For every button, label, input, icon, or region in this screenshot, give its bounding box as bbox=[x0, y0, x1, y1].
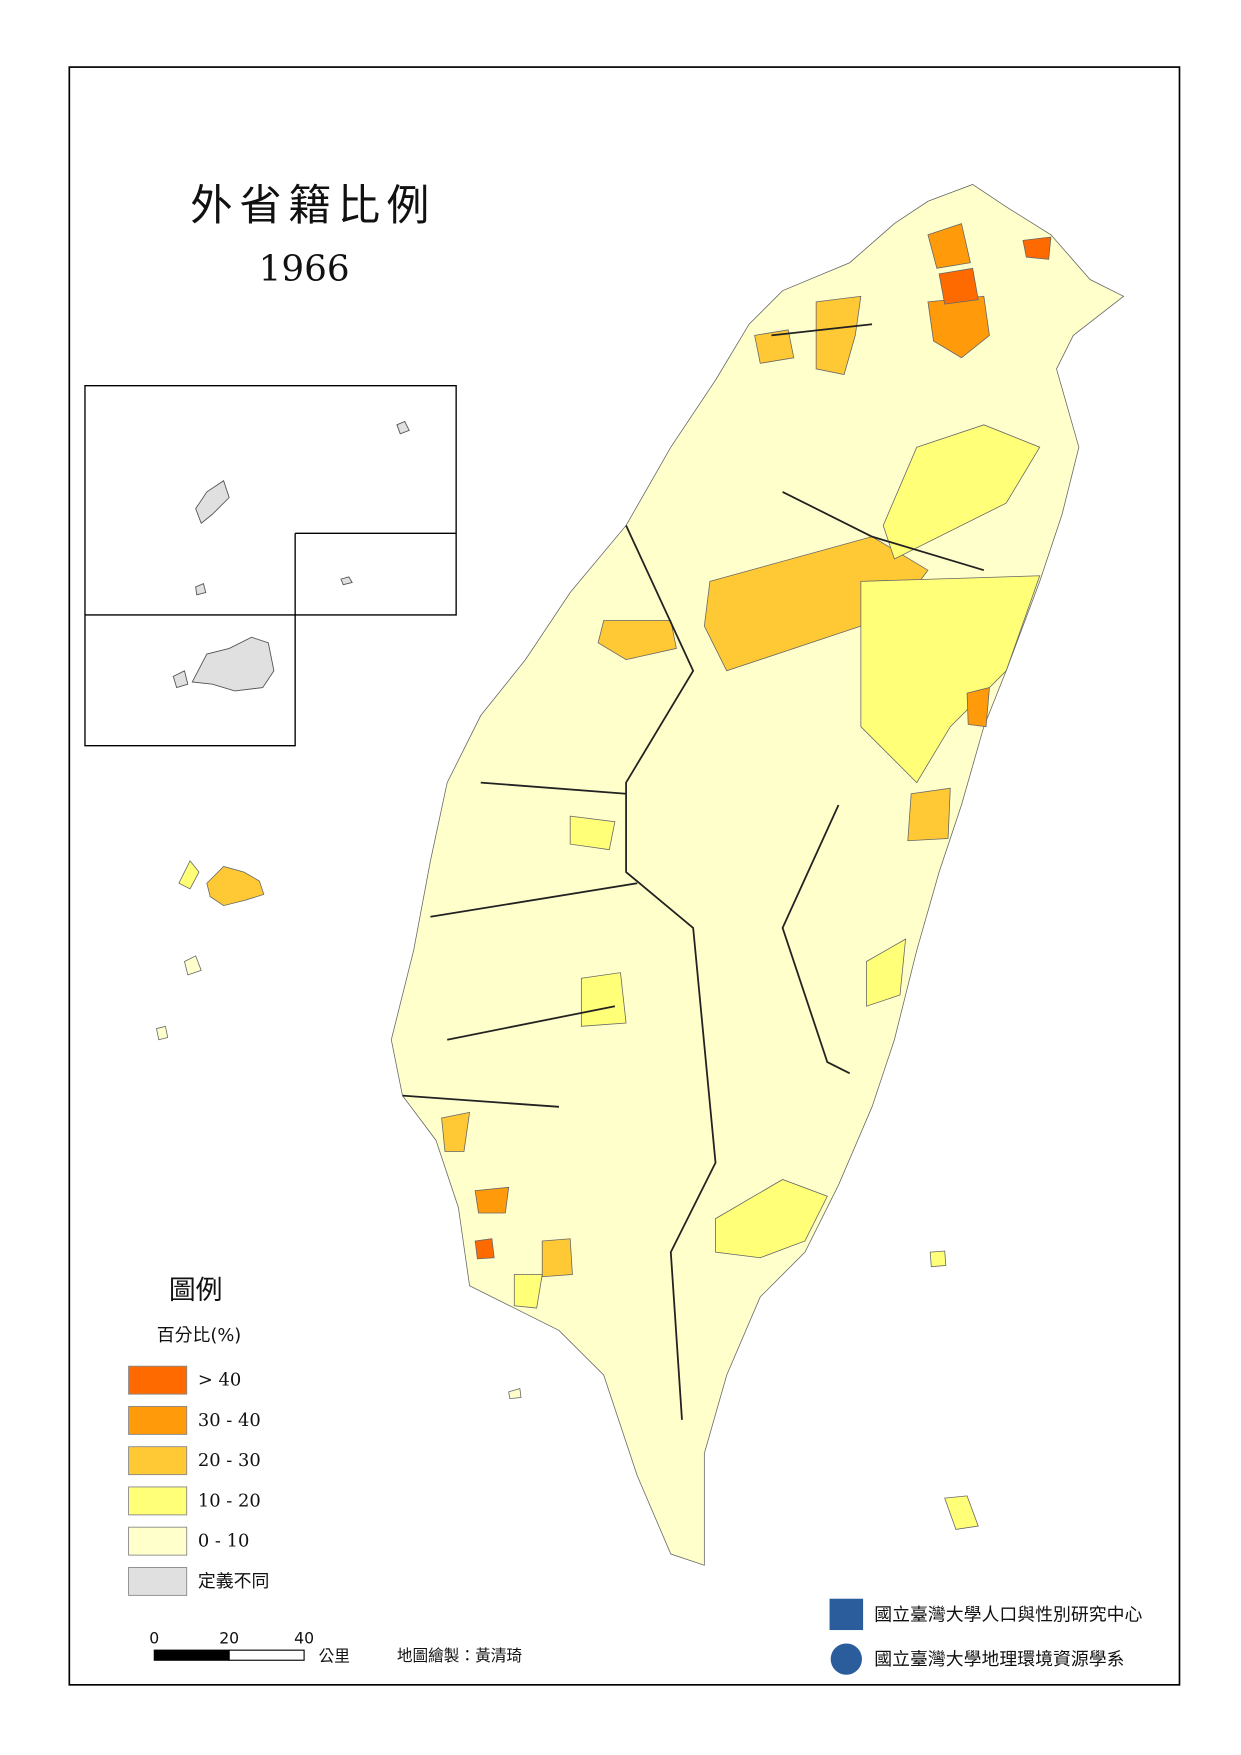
scale-tick-label: 0 bbox=[149, 1628, 159, 1647]
legend-title: 圖例 bbox=[169, 1275, 223, 1306]
scale-segment bbox=[153, 1649, 230, 1661]
inset-frames bbox=[84, 385, 457, 747]
legend-swatch bbox=[128, 1526, 188, 1556]
scale-unit: 公里 bbox=[319, 1646, 350, 1665]
scale-tick-label: 40 bbox=[294, 1628, 314, 1647]
scale-segment bbox=[228, 1649, 305, 1661]
offshore-islands bbox=[508, 1250, 979, 1530]
legend-label: 10 - 20 bbox=[198, 1490, 261, 1511]
scale-tick-label: 20 bbox=[219, 1628, 239, 1647]
map-layout: 外省籍比例 1966 bbox=[68, 66, 1181, 1686]
legend-unit: 百分比(%) bbox=[157, 1325, 242, 1346]
legend-label: > 40 bbox=[198, 1370, 241, 1391]
legend-label: 定義不同 bbox=[198, 1571, 269, 1592]
taiwan-island bbox=[390, 184, 1125, 1566]
institution: 國立臺灣大學人口與性別研究中心 bbox=[874, 1605, 1142, 1626]
legend-label: 20 - 30 bbox=[198, 1450, 261, 1471]
legend-swatch bbox=[128, 1446, 188, 1476]
legend-swatch bbox=[128, 1365, 188, 1395]
logo bbox=[829, 1598, 864, 1631]
legend-swatch bbox=[128, 1486, 188, 1516]
map-title: 外省籍比例 bbox=[190, 182, 436, 231]
legend-swatch bbox=[128, 1405, 188, 1435]
penghu-islands bbox=[156, 860, 265, 1041]
map-year: 1966 bbox=[259, 249, 350, 290]
logos bbox=[829, 1598, 864, 1675]
scale-labels: 0 20 40 bbox=[149, 1628, 314, 1647]
logo bbox=[830, 1643, 862, 1675]
scale-bar bbox=[153, 1649, 305, 1661]
institution: 國立臺灣大學地理環境資源學系 bbox=[874, 1649, 1124, 1670]
legend: > 40 30 - 40 20 - 30 10 - 20 0 - 10 定義不同 bbox=[128, 1365, 269, 1596]
legend-label: 0 - 10 bbox=[198, 1531, 250, 1552]
legend-label: 30 - 40 bbox=[198, 1410, 261, 1431]
inset-islands bbox=[172, 420, 410, 692]
credit: 地圖繪製：黃清琦 bbox=[397, 1646, 522, 1665]
legend-swatch bbox=[128, 1566, 188, 1596]
frame bbox=[68, 66, 1181, 1686]
